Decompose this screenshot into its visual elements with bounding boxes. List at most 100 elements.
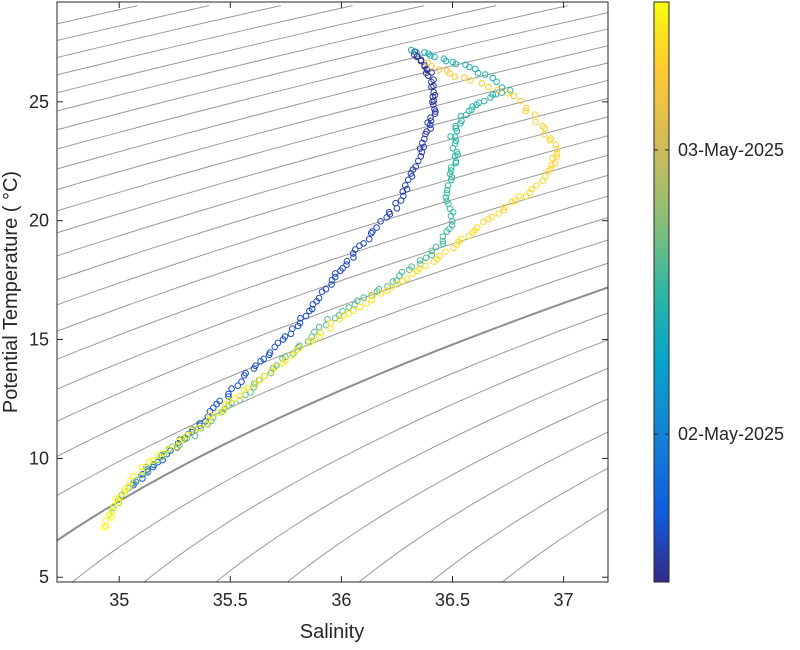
data-point bbox=[327, 319, 335, 327]
y-tick-label: 15 bbox=[29, 330, 49, 350]
data-point bbox=[149, 463, 157, 471]
data-point bbox=[405, 266, 413, 274]
data-point bbox=[154, 456, 162, 464]
data-point bbox=[432, 243, 440, 251]
data-point bbox=[368, 296, 376, 304]
data-point bbox=[130, 472, 137, 480]
data-point bbox=[210, 404, 217, 412]
data-point bbox=[541, 131, 548, 138]
data-point bbox=[195, 425, 202, 432]
data-point bbox=[115, 499, 122, 506]
data-point bbox=[377, 218, 384, 225]
data-point bbox=[500, 206, 508, 214]
data-point bbox=[428, 62, 435, 70]
data-point bbox=[413, 267, 421, 275]
data-point bbox=[448, 164, 455, 171]
data-point bbox=[336, 316, 344, 323]
data-point bbox=[351, 301, 359, 308]
isopycnal-line bbox=[57, 62, 608, 212]
data-point bbox=[268, 367, 276, 375]
y-tick-label: 20 bbox=[29, 211, 49, 231]
data-point bbox=[533, 182, 540, 189]
data-point bbox=[350, 307, 358, 315]
data-point bbox=[402, 182, 409, 189]
data-point bbox=[373, 224, 380, 231]
data-point bbox=[343, 258, 351, 265]
isopycnal-contours bbox=[57, 5, 608, 582]
data-point bbox=[439, 240, 447, 248]
data-point bbox=[531, 111, 539, 118]
data-point bbox=[457, 112, 465, 120]
isopycnal-line bbox=[430, 467, 608, 582]
data-point bbox=[225, 390, 232, 398]
data-point bbox=[422, 130, 429, 138]
data-point bbox=[145, 458, 153, 466]
data-point bbox=[222, 401, 229, 409]
data-point bbox=[191, 432, 199, 440]
data-point bbox=[367, 229, 375, 237]
isopycnal-line bbox=[57, 5, 497, 112]
data-point bbox=[431, 110, 439, 117]
isopycnal-line bbox=[57, 217, 608, 422]
isopycnal-line bbox=[57, 154, 608, 332]
data-point bbox=[517, 97, 524, 105]
data-point bbox=[339, 307, 346, 315]
data-point bbox=[466, 63, 473, 71]
data-point bbox=[501, 203, 508, 211]
data-point bbox=[345, 310, 353, 318]
data-point bbox=[427, 52, 434, 59]
data-point bbox=[213, 400, 220, 408]
data-point bbox=[545, 167, 552, 175]
data-point bbox=[109, 504, 116, 512]
isopycnal-line bbox=[57, 5, 425, 94]
data-point bbox=[478, 80, 486, 87]
isopycnal-line bbox=[215, 367, 608, 582]
data-point bbox=[352, 246, 359, 253]
data-point bbox=[165, 445, 172, 453]
colorbar bbox=[653, 1, 670, 583]
data-point bbox=[399, 188, 407, 195]
data-point bbox=[356, 242, 363, 249]
data-point bbox=[451, 73, 459, 81]
data-point bbox=[349, 250, 357, 257]
data-point bbox=[413, 53, 421, 61]
data-point bbox=[125, 482, 133, 490]
isopycnal-line bbox=[57, 174, 608, 360]
y-axis-label: Potential Temperature ( °C) bbox=[0, 171, 22, 413]
isopycnal-line bbox=[57, 79, 608, 234]
data-point bbox=[439, 233, 447, 240]
data-point bbox=[417, 57, 425, 65]
data-point bbox=[214, 409, 222, 417]
colorbar-tick-label: 03-May-2025 bbox=[678, 140, 784, 160]
data-point bbox=[287, 330, 295, 338]
data-point bbox=[345, 304, 353, 311]
data-point bbox=[240, 386, 248, 394]
data-point bbox=[408, 173, 416, 180]
data-point bbox=[426, 121, 434, 129]
data-point bbox=[238, 378, 245, 386]
data-point bbox=[225, 402, 233, 409]
data-point bbox=[369, 228, 376, 235]
data-point bbox=[539, 177, 547, 184]
data-point bbox=[396, 272, 403, 279]
data-point bbox=[377, 290, 385, 297]
data-point bbox=[302, 312, 310, 320]
data-point bbox=[446, 70, 453, 77]
data-point bbox=[446, 205, 454, 213]
x-axis-ticks: 35 35.5 36 36.5 37 bbox=[109, 2, 574, 610]
isopycnal-line bbox=[57, 116, 608, 281]
data-point bbox=[450, 244, 457, 252]
data-point bbox=[315, 323, 323, 331]
isopycnal-line bbox=[287, 398, 608, 582]
data-point bbox=[308, 333, 316, 341]
data-point bbox=[442, 248, 449, 255]
data-point bbox=[452, 159, 460, 167]
data-point bbox=[407, 170, 415, 177]
data-point bbox=[343, 261, 350, 269]
data-point bbox=[328, 276, 336, 284]
data-point bbox=[311, 328, 318, 336]
data-point bbox=[427, 117, 435, 125]
isopycnal-line bbox=[57, 239, 608, 458]
